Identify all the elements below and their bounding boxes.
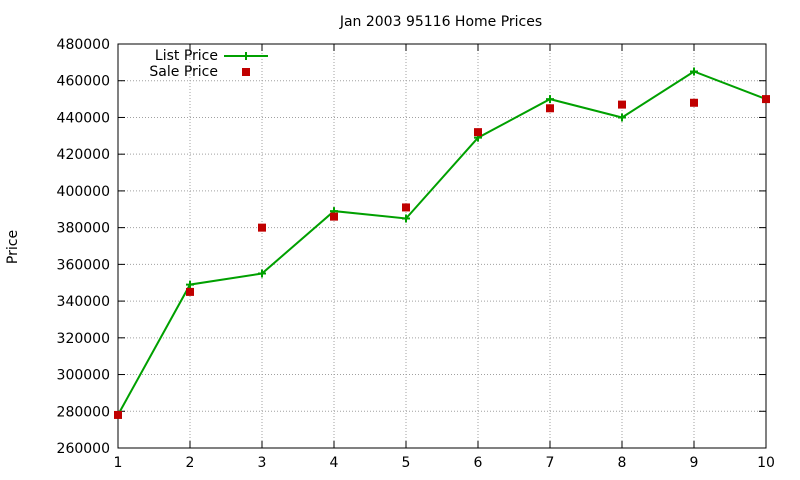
x-tick-label: 1 bbox=[114, 455, 123, 471]
y-axis-label: Price bbox=[5, 230, 21, 264]
x-tick-label: 7 bbox=[546, 455, 555, 471]
series-layer bbox=[114, 67, 770, 419]
sale-price-point bbox=[330, 212, 338, 221]
x-tick-label: 2 bbox=[186, 455, 195, 471]
list-price-line bbox=[117, 70, 767, 416]
sale-price-point bbox=[258, 223, 266, 232]
x-tick-label: 9 bbox=[690, 455, 699, 471]
x-tick-label: 6 bbox=[474, 455, 483, 471]
axis-ticks: 260000 280000 300000 320000 340000 360000 3800… bbox=[57, 37, 775, 471]
y-tick-label: 480000 bbox=[57, 37, 110, 53]
sale-price-point bbox=[762, 95, 770, 104]
chart-title: Jan 2003 95116 Home Prices bbox=[339, 14, 542, 30]
x-tick-label: 3 bbox=[258, 455, 267, 471]
list-price-point bbox=[618, 113, 626, 122]
y-tick-label: 360000 bbox=[57, 257, 110, 273]
y-tick-label: 380000 bbox=[57, 221, 110, 237]
list-price-point bbox=[258, 269, 266, 278]
sale-price-point bbox=[546, 104, 554, 113]
legend-marker-sale-price bbox=[242, 68, 250, 76]
plot-frame bbox=[117, 43, 767, 449]
y-tick-label: 440000 bbox=[57, 110, 110, 126]
y-tick-label: 420000 bbox=[57, 147, 110, 163]
x-tick-label: 8 bbox=[618, 455, 627, 471]
sale-price-point bbox=[402, 203, 410, 212]
x-tick-label: 10 bbox=[757, 455, 775, 471]
y-tick-label: 260000 bbox=[57, 441, 110, 457]
legend-label-list-price: List Price bbox=[155, 48, 218, 64]
sale-price-point bbox=[114, 410, 122, 419]
y-tick-label: 300000 bbox=[57, 368, 110, 384]
legend-marker-list-price bbox=[242, 52, 250, 60]
list-price-point bbox=[402, 214, 410, 223]
list-price-point bbox=[690, 67, 698, 76]
grid-lines bbox=[118, 44, 766, 448]
y-tick-label: 400000 bbox=[57, 184, 110, 200]
sale-price-point bbox=[186, 287, 194, 296]
list-price-point bbox=[546, 95, 554, 104]
x-tick-label: 4 bbox=[330, 455, 339, 471]
sale-price-point bbox=[690, 98, 698, 107]
sale-price-point bbox=[618, 100, 626, 109]
y-tick-label: 460000 bbox=[57, 74, 110, 90]
legend: List Price Sale Price bbox=[149, 48, 268, 80]
y-tick-label: 320000 bbox=[57, 331, 110, 347]
x-tick-label: 5 bbox=[402, 455, 411, 471]
legend-label-sale-price: Sale Price bbox=[149, 64, 218, 80]
y-tick-label: 280000 bbox=[57, 404, 110, 420]
y-tick-label: 340000 bbox=[57, 294, 110, 310]
sale-price-point bbox=[474, 128, 482, 137]
list-price-point bbox=[186, 280, 194, 289]
